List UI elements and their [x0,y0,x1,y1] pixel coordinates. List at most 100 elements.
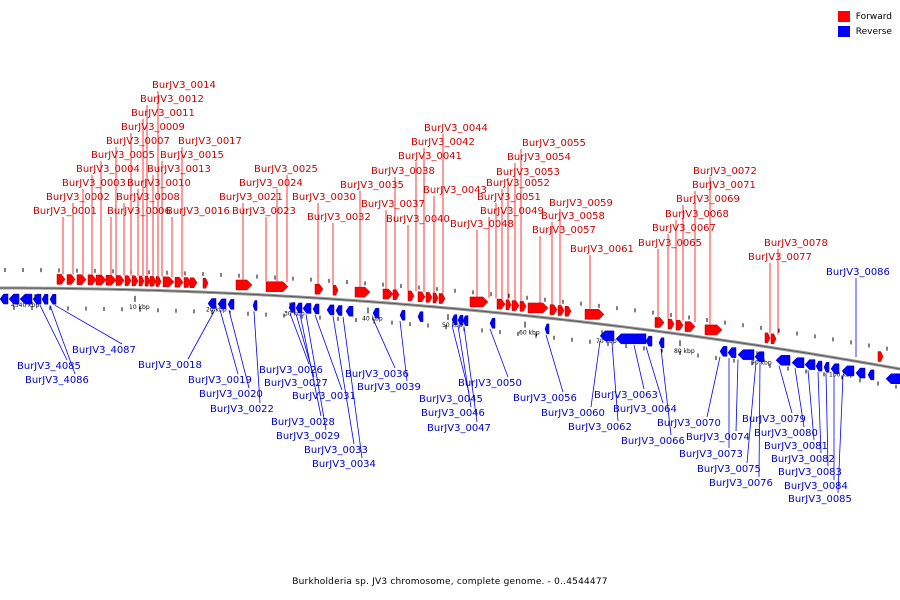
forward-gene-arrow[interactable] [183,277,192,288]
reverse-gene-arrow[interactable] [288,302,296,313]
forward-gene-label[interactable]: BurJV3_0004 [76,164,140,175]
forward-gene-arrow[interactable] [174,276,184,288]
reverse-gene-arrow[interactable] [615,333,647,345]
forward-gene-arrow[interactable] [417,291,426,303]
forward-gene-arrow[interactable] [314,283,324,295]
forward-gene-label[interactable]: BurJV3_0069 [676,194,740,205]
reverse-gene-arrow[interactable] [19,293,33,305]
forward-gene-arrow[interactable] [564,306,572,317]
reverse-gene-arrow[interactable] [775,355,791,366]
reverse-gene-label[interactable]: BurJV3_0050 [458,378,522,389]
reverse-gene-label[interactable]: BurJV3_0085 [788,494,852,505]
forward-gene-arrow[interactable] [155,276,162,287]
reverse-gene-label[interactable]: BurJV3_0027 [264,378,328,389]
forward-gene-label[interactable]: BurJV3_0037 [361,199,425,210]
forward-gene-arrow[interactable] [95,274,107,286]
forward-gene-label[interactable]: BurJV3_0014 [152,80,216,91]
forward-gene-label[interactable]: BurJV3_0032 [307,212,371,223]
reverse-gene-label[interactable]: BurJV3_0034 [312,459,376,470]
forward-gene-arrow[interactable] [667,318,675,330]
forward-gene-arrow[interactable] [105,274,117,286]
forward-gene-label[interactable]: BurJV3_0017 [178,136,242,147]
forward-gene-arrow[interactable] [438,293,446,304]
forward-gene-arrow[interactable] [557,305,565,316]
reverse-gene-arrow[interactable] [451,314,458,325]
forward-gene-arrow[interactable] [584,309,605,320]
reverse-gene-arrow[interactable] [855,367,866,379]
forward-gene-arrow[interactable] [189,277,198,288]
forward-gene-arrow[interactable] [425,292,433,303]
forward-gene-label[interactable]: BurJV3_0007 [106,136,170,147]
reverse-gene-arrow[interactable] [252,300,258,311]
forward-gene-arrow[interactable] [704,324,723,336]
forward-gene-arrow[interactable] [66,274,76,285]
reverse-gene-label[interactable]: BurJV3_0076 [709,478,773,489]
forward-gene-label[interactable]: BurJV3_0016 [166,206,230,217]
reverse-gene-label[interactable]: BurJV3_0080 [754,428,818,439]
forward-gene-label[interactable]: BurJV3_0057 [532,225,596,236]
reverse-gene-arrow[interactable] [719,346,728,357]
forward-gene-label[interactable]: BurJV3_0041 [398,151,462,162]
reverse-gene-arrow[interactable] [804,359,816,370]
forward-gene-label[interactable]: BurJV3_0052 [486,178,550,189]
reverse-gene-label[interactable]: BurJV3_0047 [427,423,491,434]
forward-gene-arrow[interactable] [770,333,777,345]
forward-gene-arrow[interactable] [432,292,439,304]
forward-gene-arrow[interactable] [654,317,665,328]
reverse-gene-arrow[interactable] [302,303,312,314]
forward-gene-arrow[interactable] [149,276,157,287]
forward-gene-label[interactable]: BurJV3_0049 [480,206,544,217]
reverse-gene-arrow[interactable] [885,373,900,384]
reverse-gene-label[interactable]: BurJV3_0033 [304,445,368,456]
forward-gene-label[interactable]: BurJV3_0013 [147,164,211,175]
forward-gene-label[interactable]: BurJV3_0012 [140,94,204,105]
forward-gene-label[interactable]: BurJV3_0025 [254,164,318,175]
forward-gene-label[interactable]: BurJV3_0003 [62,178,126,189]
reverse-gene-label[interactable]: BurJV3_0020 [199,389,263,400]
reverse-gene-label[interactable]: BurJV3_0064 [613,404,677,415]
reverse-gene-arrow[interactable] [658,337,665,349]
forward-gene-label[interactable]: BurJV3_0061 [570,244,634,255]
forward-gene-arrow[interactable] [265,281,289,292]
forward-gene-arrow[interactable] [138,275,145,287]
reverse-gene-label[interactable]: BurJV3_0062 [568,422,632,433]
reverse-gene-label[interactable]: BurJV3_0063 [594,390,658,401]
reverse-gene-label[interactable]: BurJV3_4085 [17,361,81,372]
reverse-gene-label[interactable]: BurJV3_0066 [621,436,685,447]
forward-gene-label[interactable]: BurJV3_0006 [107,206,171,217]
forward-gene-arrow[interactable] [764,332,771,344]
reverse-gene-label[interactable]: BurJV3_0084 [784,481,848,492]
reverse-gene-arrow[interactable] [737,349,755,360]
forward-gene-label[interactable]: BurJV3_0008 [116,192,180,203]
forward-gene-arrow[interactable] [115,275,125,286]
forward-gene-label[interactable]: BurJV3_0043 [423,185,487,196]
reverse-gene-arrow[interactable] [599,330,615,342]
reverse-gene-label[interactable]: BurJV3_0073 [679,449,743,460]
reverse-gene-arrow[interactable] [544,323,550,335]
forward-gene-arrow[interactable] [56,274,66,285]
forward-gene-arrow[interactable] [407,290,415,302]
reverse-gene-arrow[interactable] [462,315,469,326]
forward-gene-label[interactable]: BurJV3_0051 [477,192,541,203]
forward-gene-arrow[interactable] [392,289,400,300]
reverse-gene-arrow[interactable] [227,299,235,310]
forward-gene-arrow[interactable] [354,286,371,298]
forward-gene-arrow[interactable] [511,300,520,311]
forward-gene-label[interactable]: BurJV3_0065 [638,238,702,249]
reverse-gene-arrow[interactable] [841,365,855,377]
reverse-gene-arrow[interactable] [823,362,830,373]
forward-gene-arrow[interactable] [76,274,87,285]
reverse-gene-arrow[interactable] [217,298,227,310]
forward-gene-arrow[interactable] [527,302,549,314]
reverse-gene-arrow[interactable] [41,293,49,305]
forward-gene-label[interactable]: BurJV3_0038 [371,166,435,177]
reverse-gene-label[interactable]: BurJV3_0070 [657,418,721,429]
reverse-gene-label[interactable]: BurJV3_0075 [697,464,761,475]
reverse-gene-arrow[interactable] [32,293,42,305]
reverse-gene-arrow[interactable] [49,294,57,305]
forward-gene-label[interactable]: BurJV3_0048 [450,219,514,230]
forward-gene-label[interactable]: BurJV3_0011 [131,108,195,119]
reverse-gene-arrow[interactable] [645,335,653,347]
forward-gene-arrow[interactable] [675,319,684,331]
forward-gene-arrow[interactable] [684,321,696,332]
